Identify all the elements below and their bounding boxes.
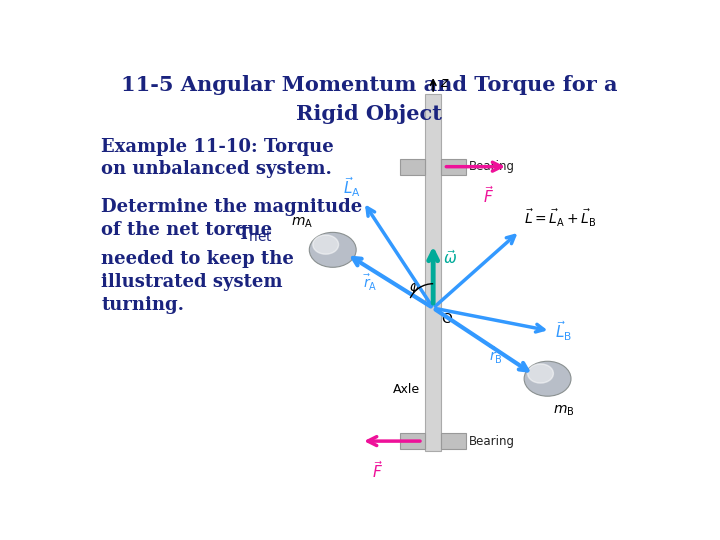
Text: O: O — [441, 312, 452, 326]
Text: $\vec{r}_\mathrm{A}$: $\vec{r}_\mathrm{A}$ — [364, 273, 378, 293]
Text: $\vec{F}$: $\vec{F}$ — [483, 185, 494, 206]
Text: $\tau_{\rm net}$: $\tau_{\rm net}$ — [237, 225, 273, 244]
FancyBboxPatch shape — [400, 159, 426, 174]
Text: Bearing: Bearing — [469, 435, 515, 448]
Text: $\vec{L} = \vec{L}_\mathrm{A} + \vec{L}_\mathrm{B}$: $\vec{L} = \vec{L}_\mathrm{A} + \vec{L}_… — [524, 208, 597, 229]
Text: needed to keep the
illustrated system
turning.: needed to keep the illustrated system tu… — [101, 250, 294, 314]
Text: $\vec{F}$: $\vec{F}$ — [372, 460, 384, 481]
Circle shape — [312, 235, 338, 254]
Text: Rigid Object: Rigid Object — [296, 104, 442, 124]
Text: $\vec{r}_\mathrm{B}$: $\vec{r}_\mathrm{B}$ — [489, 346, 503, 366]
Text: Example 11-10: Torque
on unbalanced system.: Example 11-10: Torque on unbalanced syst… — [101, 138, 334, 178]
Text: Determine the magnitude
of the net torque: Determine the magnitude of the net torqu… — [101, 198, 362, 239]
FancyBboxPatch shape — [441, 159, 466, 174]
Text: $\vec{\omega}$: $\vec{\omega}$ — [444, 249, 457, 267]
Circle shape — [310, 232, 356, 267]
Text: $\vec{L}_\mathrm{A}$: $\vec{L}_\mathrm{A}$ — [343, 175, 361, 199]
Text: 11-5 Angular Momentum and Torque for a: 11-5 Angular Momentum and Torque for a — [121, 75, 617, 95]
FancyBboxPatch shape — [426, 94, 441, 451]
Text: Axle: Axle — [392, 383, 420, 396]
Circle shape — [524, 361, 571, 396]
Text: $m_\mathrm{B}$: $m_\mathrm{B}$ — [553, 404, 575, 418]
Text: $m_\mathrm{A}$: $m_\mathrm{A}$ — [291, 215, 313, 230]
FancyBboxPatch shape — [400, 433, 426, 449]
FancyBboxPatch shape — [441, 433, 466, 449]
Text: $\vec{L}_\mathrm{B}$: $\vec{L}_\mathrm{B}$ — [555, 319, 572, 343]
Text: Bearing: Bearing — [469, 160, 515, 173]
Circle shape — [528, 364, 554, 383]
Text: $\phi$: $\phi$ — [408, 278, 419, 296]
Text: z: z — [440, 77, 447, 90]
